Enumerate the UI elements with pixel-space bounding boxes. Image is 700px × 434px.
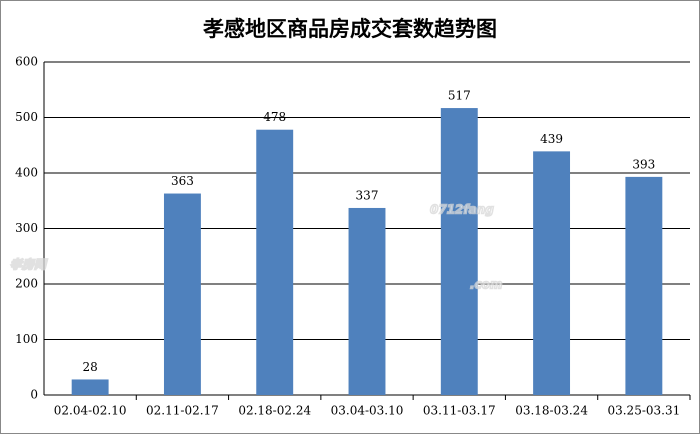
x-tick-label: 02.11-02.17 (146, 404, 219, 418)
watermark: 0712fang (430, 203, 494, 217)
chart-title: 孝感地区商品房成交套数趋势图 (203, 17, 497, 41)
bar (71, 379, 109, 395)
data-label: 363 (171, 174, 194, 188)
watermark: 孝房网 (10, 258, 48, 272)
bar (533, 151, 571, 395)
y-tick-label: 500 (15, 110, 38, 124)
y-tick-label: 200 (15, 277, 38, 291)
bar (163, 193, 201, 395)
data-label: 478 (263, 110, 286, 124)
data-label: 337 (356, 188, 379, 202)
x-tick-label: 03.04-03.10 (331, 404, 404, 418)
x-tick-label: 02.04-02.10 (54, 404, 127, 418)
x-tick-label: 02.18-02.24 (238, 404, 311, 418)
x-tick-label: 03.11-03.17 (423, 404, 496, 418)
data-label: 439 (540, 132, 563, 146)
data-label: 393 (632, 157, 655, 171)
y-tick-label: 400 (15, 166, 38, 180)
bar (256, 129, 294, 395)
y-tick-label: 0 (30, 388, 38, 402)
y-tick-label: 300 (15, 221, 38, 235)
data-label: 28 (83, 360, 98, 374)
x-tick-label: 03.25-03.31 (607, 404, 680, 418)
x-tick-label: 03.18-03.24 (515, 404, 588, 418)
y-tick-label: 100 (15, 332, 38, 346)
watermark: .com (470, 278, 502, 292)
data-label: 517 (448, 89, 471, 103)
bar (440, 108, 478, 395)
bar (625, 176, 663, 395)
y-tick-label: 600 (15, 55, 38, 69)
bar (348, 207, 386, 395)
